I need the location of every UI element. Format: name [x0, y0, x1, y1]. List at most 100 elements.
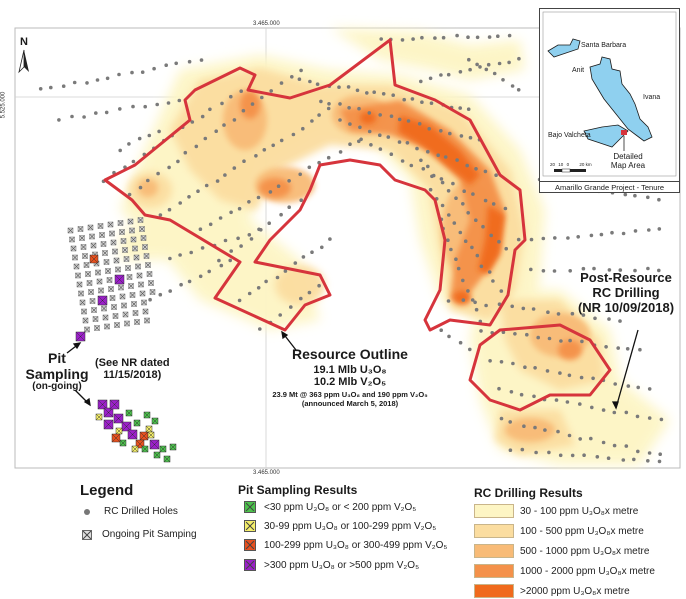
drill-hole: [556, 312, 561, 316]
drill-hole: [529, 237, 534, 242]
drill-hole: [657, 197, 661, 202]
drill-hole: [618, 268, 623, 272]
pit-grid-cross: [108, 286, 114, 292]
drill-hole: [570, 311, 575, 316]
pit-grid-marker: [120, 238, 127, 244]
drill-hole: [484, 303, 488, 308]
drill-hole: [267, 221, 272, 225]
pit-grid-marker: [137, 217, 144, 223]
pit-result-marker: [114, 274, 125, 285]
inset-detailed-1: Detailed: [613, 152, 643, 161]
drill-hole: [657, 227, 662, 231]
drill-hole: [494, 173, 498, 177]
pit-title-line2: Sampling: [25, 366, 89, 382]
drill-hole: [217, 258, 221, 263]
pit-grid-marker: [99, 232, 105, 238]
drill-hole: [470, 298, 475, 302]
legend-ongoing-pit: Ongoing Pit Samping: [80, 529, 197, 540]
pit-grid-marker: [96, 278, 103, 285]
drill-hole: [446, 299, 451, 303]
drill-hole: [178, 253, 182, 257]
drill-hole: [406, 119, 411, 123]
pit-result-cross: [111, 433, 121, 443]
pit-result-cross: [139, 431, 149, 441]
drill-hole: [516, 237, 521, 242]
rc-swatch-5: [474, 584, 514, 598]
drill-hole: [489, 233, 494, 238]
drill-hole: [443, 155, 448, 159]
pit-result-marker: [131, 445, 139, 453]
drill-hole: [426, 149, 430, 154]
drill-hole: [458, 340, 463, 345]
drill-hole: [447, 334, 451, 339]
pit-grid-marker: [89, 233, 95, 240]
drill-hole: [647, 228, 651, 232]
see-nr-line2: 11/15/2018): [103, 369, 162, 381]
drill-hole: [247, 291, 252, 296]
drill-hole: [591, 376, 595, 381]
pit-grid-cross: [97, 223, 104, 229]
drill-hole: [278, 313, 283, 317]
drill-hole: [658, 452, 662, 457]
drill-hole: [417, 122, 422, 126]
rc-result-row: 30 - 100 ppm U₃O₈x metre: [474, 504, 638, 518]
drill-hole: [647, 451, 652, 455]
pit-grid-cross: [113, 257, 120, 264]
drill-hole: [379, 37, 384, 41]
drill-hole: [389, 152, 394, 156]
pit-grid-cross: [148, 280, 154, 286]
drill-hole-icon: [84, 508, 90, 515]
scale-0: 0: [566, 162, 570, 167]
drill-hole: [454, 257, 458, 262]
drill-hole: [131, 104, 135, 109]
drill-hole: [127, 192, 132, 197]
drill-hole: [504, 246, 509, 251]
pit-result-marker: [121, 421, 132, 432]
pit-grid-cross: [78, 290, 84, 297]
drill-hole: [635, 414, 640, 419]
drill-hole: [427, 127, 432, 131]
pit-result-marker: [163, 455, 171, 463]
drill-hole: [484, 67, 489, 72]
pit-grid-cross: [92, 316, 99, 322]
pit-grid-cross: [139, 290, 146, 297]
pit-grid-icon: [82, 529, 92, 540]
pit-swatch-orange: [244, 539, 256, 551]
pit-grid-cross: [149, 289, 156, 295]
drill-hole: [647, 387, 652, 391]
drill-hole: [463, 239, 468, 243]
drill-hole: [308, 79, 312, 84]
pit-grid-cross: [124, 320, 130, 327]
drill-hole: [104, 110, 109, 115]
drill-hole: [204, 183, 209, 188]
pit-grid-marker: [123, 256, 130, 262]
drill-hole: [105, 76, 110, 81]
drill-hole: [589, 233, 594, 238]
pit-grid-cross: [140, 235, 147, 241]
drill-hole: [158, 292, 163, 297]
drill-hole: [178, 201, 182, 205]
scale-10: 10: [558, 162, 564, 167]
drill-hole: [348, 142, 352, 146]
drill-hole: [440, 180, 445, 185]
drill-hole: [592, 266, 596, 271]
drill-hole: [187, 195, 191, 199]
pit-result-label: 100-299 ppm U₃O₈ or 300-499 ppm V₂O₅: [264, 539, 448, 551]
drill-hole: [214, 129, 218, 133]
drill-hole: [499, 416, 504, 421]
inset-scale-labels: 20 10 0 20 km: [550, 162, 600, 167]
drill-hole: [369, 143, 373, 147]
drill-hole: [465, 163, 470, 168]
pit-grid-cross: [94, 325, 100, 331]
pit-grid-marker: [117, 220, 124, 226]
drill-hole: [624, 444, 629, 448]
drill-hole: [338, 118, 342, 122]
drill-hole: [623, 192, 628, 197]
pit-grid-marker: [89, 298, 96, 304]
drill-hole: [454, 196, 458, 200]
drill-hole: [439, 177, 444, 181]
drill-hole: [565, 400, 570, 404]
drill-hole: [61, 84, 66, 88]
pit-grid-marker: [69, 236, 75, 243]
pit-grid-marker: [146, 271, 153, 277]
